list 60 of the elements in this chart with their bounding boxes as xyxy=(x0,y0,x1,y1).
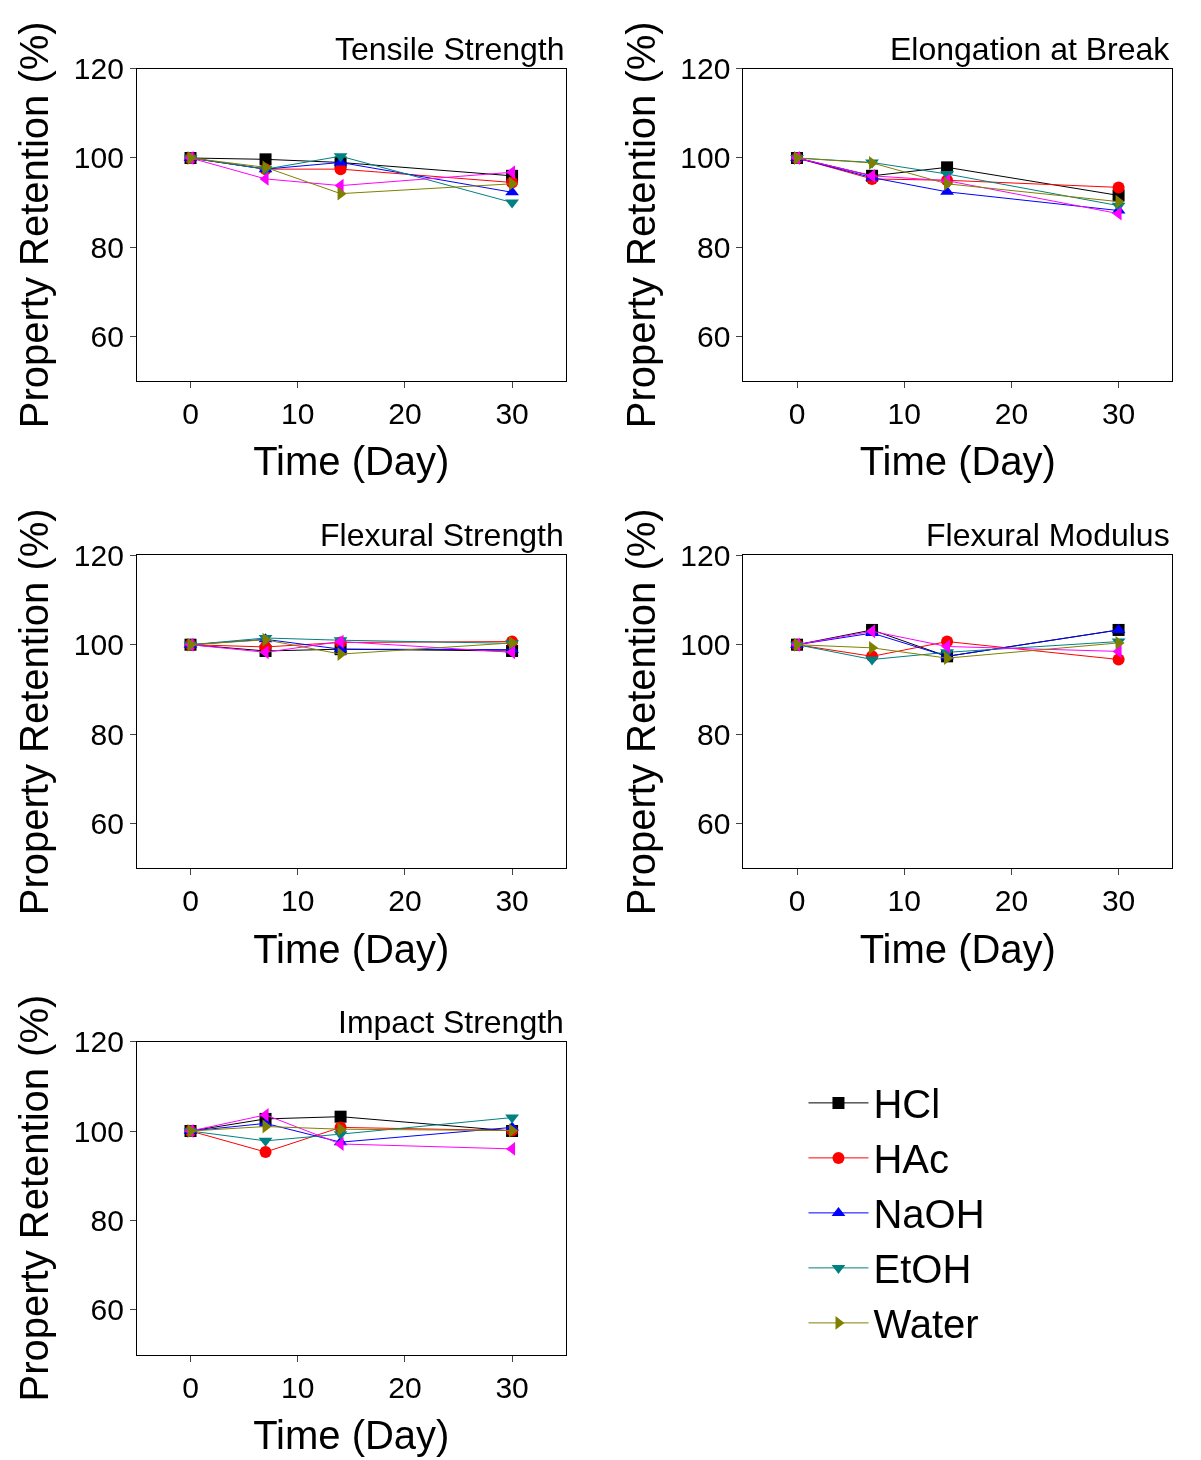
y-tick-label: 100 xyxy=(680,628,731,662)
y-axis-title: Property Retention (%) xyxy=(12,21,57,429)
x-tick-label: 0 xyxy=(788,884,806,918)
y-tick-label: 80 xyxy=(697,230,731,264)
x-tick-label: 10 xyxy=(887,396,921,430)
chart-title: Flexural Modulus xyxy=(926,517,1170,553)
x-tick-label: 30 xyxy=(495,1370,529,1404)
y-axis-title: Property Retention (%) xyxy=(12,508,57,916)
y-tick-label: 80 xyxy=(697,717,731,751)
x-tick-label: 10 xyxy=(281,396,315,430)
x-tick-label: 20 xyxy=(994,884,1029,918)
y-tick-label: 80 xyxy=(90,1203,124,1237)
x-axis-title: Time (Day) xyxy=(253,439,450,484)
x-tick-label: 0 xyxy=(182,884,199,918)
y-tick-label: 120 xyxy=(73,1025,124,1059)
x-axis-title: Time (Day) xyxy=(859,926,1056,971)
x-tick-label: 0 xyxy=(788,396,806,430)
y-tick-label: 120 xyxy=(680,538,731,572)
legend-label: Water xyxy=(873,1302,979,1347)
y-tick-label: 100 xyxy=(73,141,124,175)
x-tick-label: 20 xyxy=(388,1370,422,1404)
x-tick-label: 30 xyxy=(1101,884,1136,918)
x-tick-label: 20 xyxy=(388,884,422,918)
x-tick-label: 20 xyxy=(388,396,422,430)
y-tick-label: 120 xyxy=(680,52,731,86)
y-tick-label: 60 xyxy=(90,1293,124,1327)
y-tick-label: 60 xyxy=(697,807,731,841)
y-tick-label: 100 xyxy=(73,1114,124,1148)
y-tick-label: 120 xyxy=(73,538,124,572)
y-tick-label: 60 xyxy=(90,319,124,353)
legend-label: HCl xyxy=(873,1082,941,1127)
x-tick-label: 30 xyxy=(1101,396,1136,430)
legend-label: HAc xyxy=(873,1137,950,1182)
y-tick-label: 60 xyxy=(697,319,731,353)
x-tick-label: 10 xyxy=(281,884,315,918)
y-axis-title: Property Retention (%) xyxy=(618,508,663,916)
x-tick-label: 10 xyxy=(887,884,921,918)
x-axis-title: Time (Day) xyxy=(253,926,450,971)
x-tick-label: 20 xyxy=(994,396,1029,430)
chart-title: Flexural Strength xyxy=(320,517,564,553)
chart-title: Tensile Strength xyxy=(335,31,565,67)
legend-label: NaOH xyxy=(873,1192,985,1237)
x-axis-title: Time (Day) xyxy=(859,439,1056,484)
x-tick-label: 0 xyxy=(182,396,199,430)
chart-title: Elongation at Break xyxy=(890,31,1171,67)
y-tick-label: 60 xyxy=(90,807,124,841)
y-axis-title: Property Retention (%) xyxy=(618,21,663,429)
y-axis-title: Property Retention (%) xyxy=(12,994,57,1402)
legend-label: EtOH xyxy=(873,1247,972,1292)
y-tick-label: 80 xyxy=(90,717,124,751)
x-tick-label: 30 xyxy=(495,396,529,430)
x-axis-title: Time (Day) xyxy=(253,1413,450,1458)
y-tick-label: 100 xyxy=(680,141,731,175)
y-tick-label: 120 xyxy=(73,52,124,86)
x-tick-label: 30 xyxy=(495,884,529,918)
y-tick-label: 80 xyxy=(90,230,124,264)
chart-title: Impact Strength xyxy=(338,1004,564,1040)
y-tick-label: 100 xyxy=(73,628,124,662)
x-tick-label: 10 xyxy=(281,1370,315,1404)
x-tick-label: 0 xyxy=(182,1370,199,1404)
